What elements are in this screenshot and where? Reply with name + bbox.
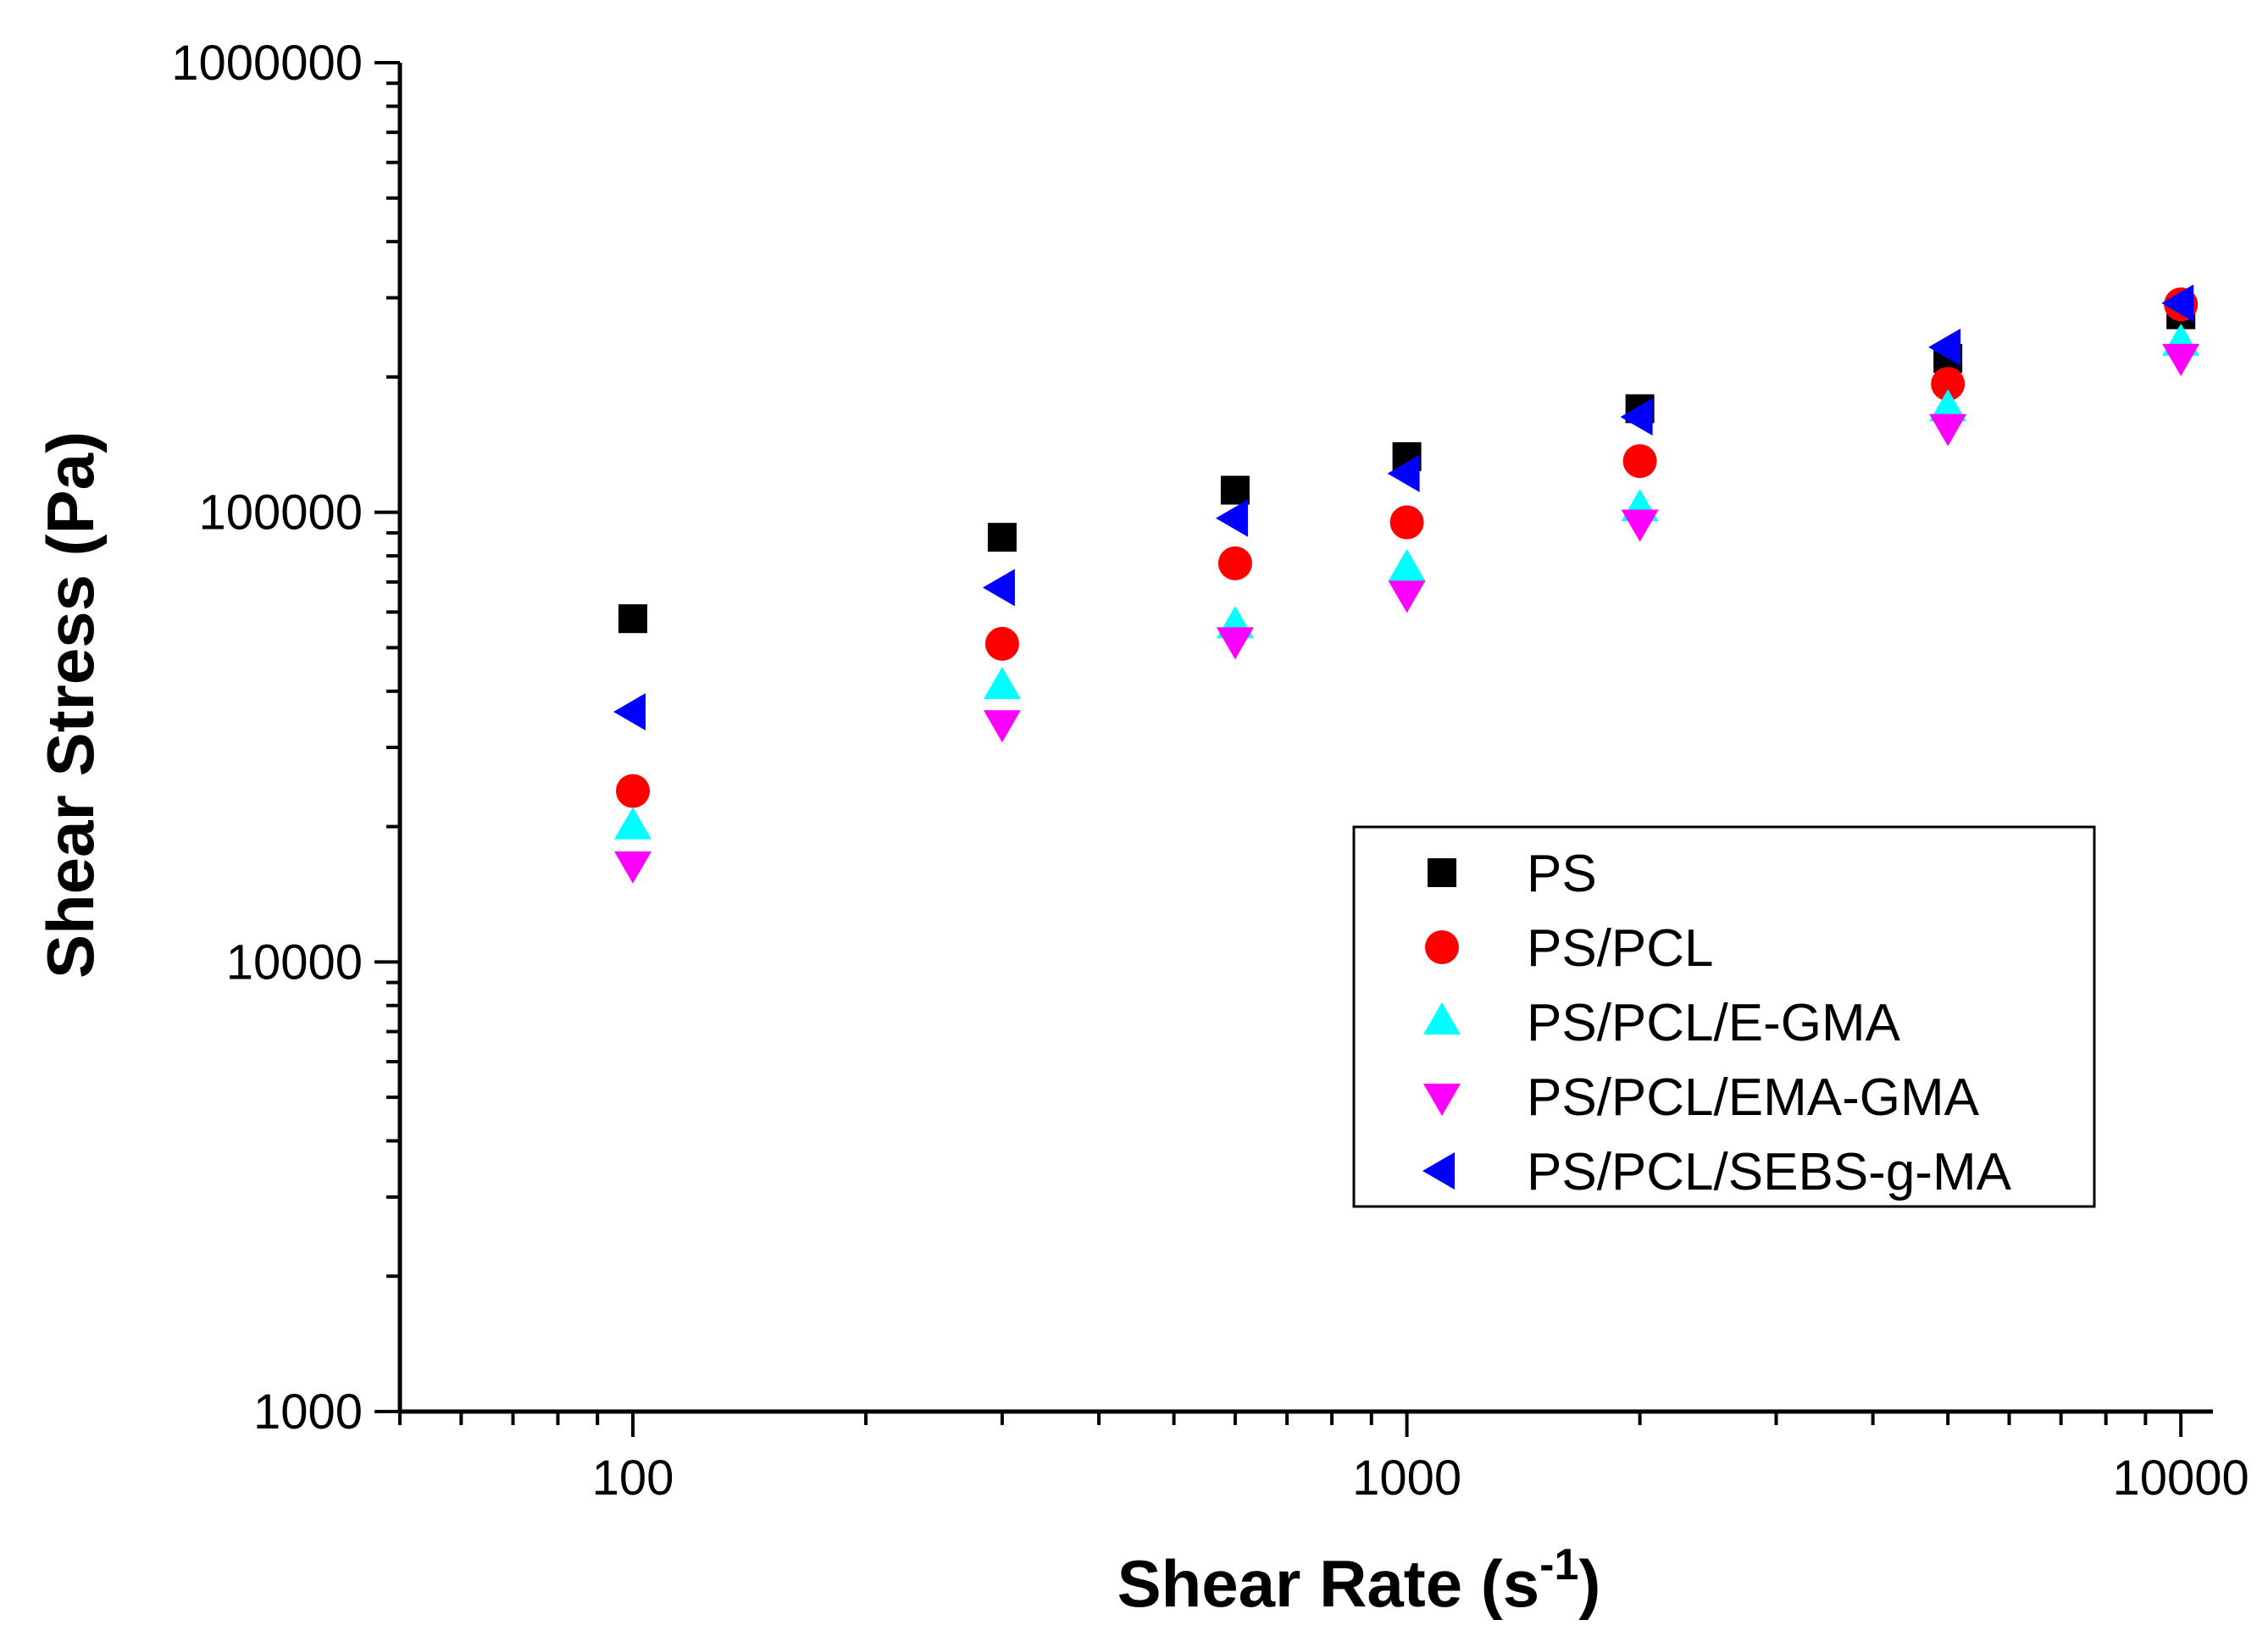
legend-label: PS/PCL bbox=[1527, 919, 1714, 978]
x-axis-title-superscript: -1 bbox=[1539, 1540, 1578, 1589]
data-point bbox=[1388, 548, 1426, 581]
data-point bbox=[984, 626, 1019, 661]
data-point bbox=[613, 693, 646, 731]
legend-marker bbox=[1422, 1152, 1455, 1190]
data-point bbox=[983, 667, 1021, 700]
data-point bbox=[1217, 546, 1252, 580]
legend-label: PS/PCL/EMA-GMA bbox=[1527, 1068, 1980, 1127]
series-4 bbox=[614, 343, 2200, 884]
data-point bbox=[983, 710, 1021, 743]
data-point bbox=[616, 774, 651, 808]
series-5 bbox=[613, 284, 2194, 731]
y-tick-label: 1000000 bbox=[171, 36, 363, 91]
data-point bbox=[1621, 509, 1659, 542]
legend: PS PS/PCL PS/PCL/E-GMA PS/PCL/EMA-GMA PS/PCL… bbox=[1352, 825, 2096, 1208]
y-axis-title: Shear Stress (Pa) bbox=[33, 431, 108, 979]
data-point bbox=[1387, 454, 1420, 492]
ticks: 100 1000 10000 1000 10000 100000 1000000 bbox=[171, 36, 2249, 1506]
data-point bbox=[1928, 328, 1961, 366]
data-point bbox=[2161, 284, 2194, 322]
legend-label: PS/PCL/SEBS-g-MA bbox=[1527, 1143, 2012, 1201]
data-point bbox=[987, 523, 1017, 552]
x-tick-label: 100 bbox=[592, 1451, 674, 1506]
y-tick-label: 10000 bbox=[226, 935, 363, 990]
x-tick-label: 1000 bbox=[1352, 1451, 1461, 1506]
data-point bbox=[1215, 499, 1248, 537]
y-tick-label: 100000 bbox=[198, 485, 363, 541]
y-tick-label: 1000 bbox=[253, 1384, 363, 1440]
legend-marker bbox=[1423, 1002, 1461, 1035]
data-point bbox=[982, 569, 1015, 607]
data-points bbox=[613, 284, 2200, 884]
x-axis-title: Shear Rate (s-1) bbox=[1117, 1540, 1601, 1621]
legend-marker bbox=[1428, 858, 1456, 887]
data-point bbox=[1929, 389, 1967, 422]
legend-marker bbox=[1423, 1084, 1461, 1116]
x-axis-title-end: ) bbox=[1578, 1546, 1600, 1621]
legend-label: PS bbox=[1527, 845, 1597, 903]
legend-box bbox=[1352, 825, 2096, 1208]
axes bbox=[397, 63, 2213, 1414]
data-point bbox=[1931, 367, 1966, 402]
data-point bbox=[1216, 627, 1254, 660]
data-point bbox=[1220, 475, 1250, 505]
data-point bbox=[618, 604, 648, 634]
data-point bbox=[1929, 413, 1967, 447]
data-point bbox=[2162, 343, 2200, 376]
series-2 bbox=[616, 287, 2199, 808]
x-axis-title-text: Shear Rate (s bbox=[1117, 1546, 1540, 1621]
data-point bbox=[1622, 444, 1657, 479]
legend-label: PS/PCL/E-GMA bbox=[1527, 994, 1901, 1052]
data-point bbox=[614, 807, 652, 840]
data-point bbox=[614, 851, 652, 884]
legend-marker bbox=[1425, 930, 1459, 964]
x-tick-label: 10000 bbox=[2113, 1451, 2249, 1506]
data-point bbox=[1388, 580, 1426, 613]
data-point bbox=[1389, 505, 1424, 540]
data-point bbox=[1620, 398, 1653, 436]
